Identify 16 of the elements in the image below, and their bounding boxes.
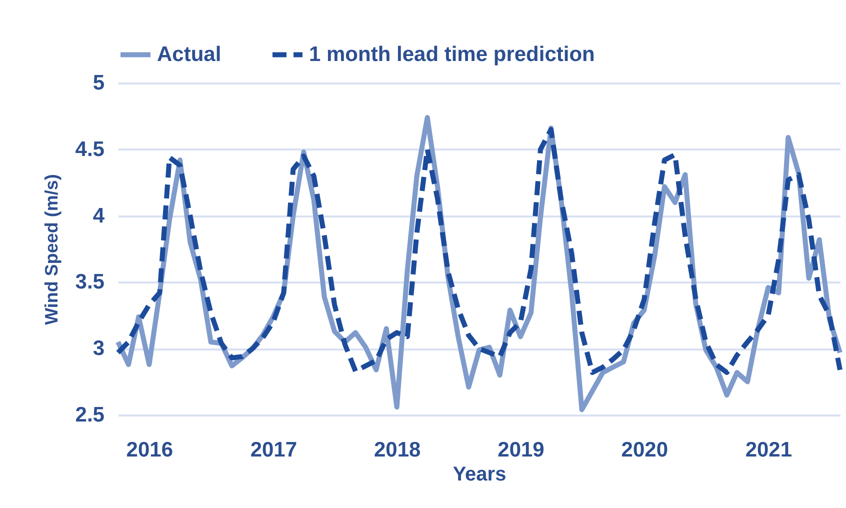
- x-tick-label: 2016: [126, 438, 174, 462]
- legend-label: Actual: [157, 42, 222, 66]
- y-tick-label: 4.5: [75, 138, 105, 161]
- x-axis-title: Years: [452, 464, 506, 486]
- x-tick-label: 2021: [745, 438, 792, 462]
- y-tick-label: 3.5: [75, 270, 105, 294]
- y-tick-label: 5: [92, 72, 105, 94]
- y-axis-title: Wind Speed (m/s): [41, 174, 62, 325]
- x-tick-label: 2020: [621, 438, 668, 462]
- legend-label: 1 month lead time prediction: [309, 42, 595, 66]
- y-tick-label: 3: [92, 337, 104, 360]
- y-tick-label: 4: [92, 204, 105, 228]
- x-tick-label: 2019: [498, 438, 544, 462]
- y-tick-label: 2.5: [75, 404, 105, 426]
- x-tick-label: 2017: [250, 438, 298, 462]
- x-tick-label: 2018: [374, 438, 422, 462]
